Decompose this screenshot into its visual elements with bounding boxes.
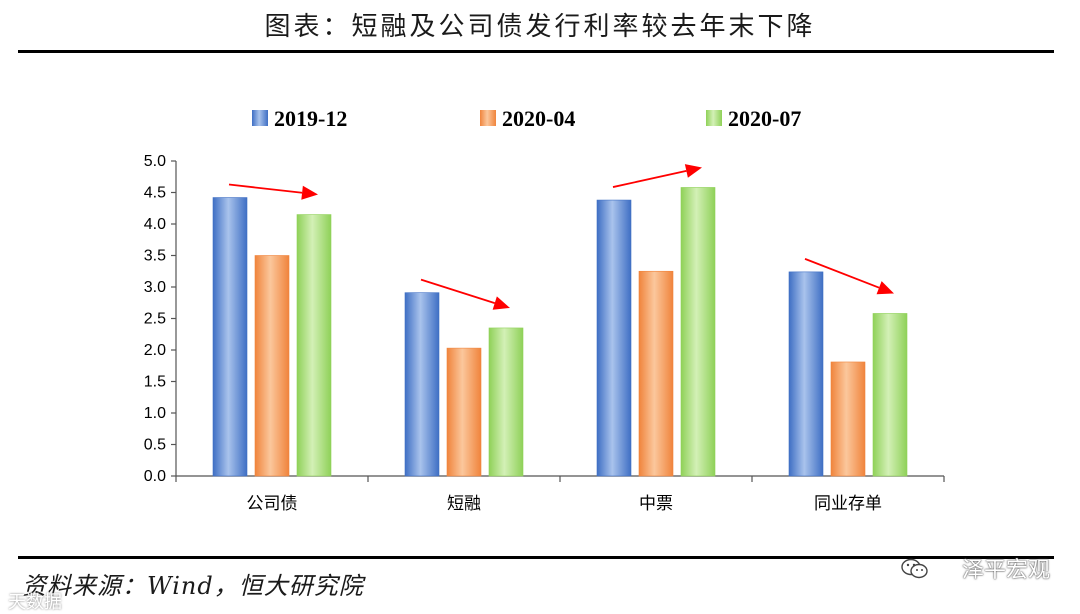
- bar-2020-07-中票: [680, 187, 716, 477]
- y-tick-label: 1.5: [144, 374, 166, 391]
- title-divider: [18, 50, 1054, 53]
- bar-2020-07-短融: [488, 327, 524, 477]
- watermark: 泽平宏观: [961, 558, 1050, 583]
- wechat-icon: [901, 558, 928, 579]
- bars: [212, 187, 908, 477]
- trend-arrow-head: [301, 185, 318, 200]
- bar-2019-12-公司债: [212, 197, 248, 477]
- x-tick-label: 同业存单: [814, 494, 882, 514]
- y-tick-label: 0.5: [144, 437, 166, 454]
- legend-swatch-3: [706, 110, 722, 126]
- x-tick-label: 中票: [639, 494, 673, 514]
- watermark-secondary: 天数据: [8, 592, 62, 613]
- trend-arrow-head: [684, 164, 702, 178]
- y-tick-label: 2.5: [144, 311, 166, 328]
- bar-2020-04-同业存单: [830, 361, 866, 477]
- trend-arrow-line: [804, 258, 880, 289]
- trend-arrow-line: [420, 278, 496, 304]
- legend: 2019-12 2020-04 2020-07: [252, 106, 801, 131]
- bar-2020-07-同业存单: [872, 313, 908, 477]
- source-note: 资料来源：Wind，恒大研究院: [22, 572, 364, 600]
- y-tick-label: 0.0: [144, 468, 166, 485]
- legend-swatch-1: [252, 110, 268, 126]
- y-tick-label: 3.5: [144, 248, 166, 265]
- bar-2020-04-公司债: [254, 255, 290, 477]
- legend-label-3: 2020-07: [728, 106, 801, 131]
- legend-label-1: 2019-12: [274, 106, 347, 131]
- footer-divider: [18, 556, 1054, 559]
- trend-arrow-head: [492, 296, 510, 310]
- x-tick-label: 短融: [447, 494, 481, 514]
- bar-2020-04-中票: [638, 270, 674, 477]
- trend-arrow-line: [612, 170, 687, 188]
- bar-2019-12-同业存单: [788, 271, 824, 477]
- y-tick-label: 5.0: [144, 153, 166, 170]
- trend-arrows: [228, 164, 894, 310]
- trend-arrow-line: [228, 183, 303, 194]
- y-tick-label: 1.0: [144, 405, 166, 422]
- x-tick-label: 公司债: [247, 494, 298, 514]
- y-tick-label: 3.0: [144, 279, 166, 296]
- bar-2020-07-公司债: [296, 214, 332, 477]
- y-tick-label: 4.5: [144, 185, 166, 202]
- y-tick-label: 4.0: [144, 216, 166, 233]
- trend-arrow-head: [876, 281, 894, 295]
- y-tick-label: 2.0: [144, 342, 166, 359]
- legend-label-2: 2020-04: [502, 106, 575, 131]
- page-title: 图表：短融及公司债发行利率较去年末下降: [264, 12, 816, 42]
- bar-2020-04-短融: [446, 347, 482, 477]
- bar-2019-12-中票: [596, 199, 632, 477]
- legend-swatch-2: [480, 110, 496, 126]
- bar-2019-12-短融: [404, 292, 440, 477]
